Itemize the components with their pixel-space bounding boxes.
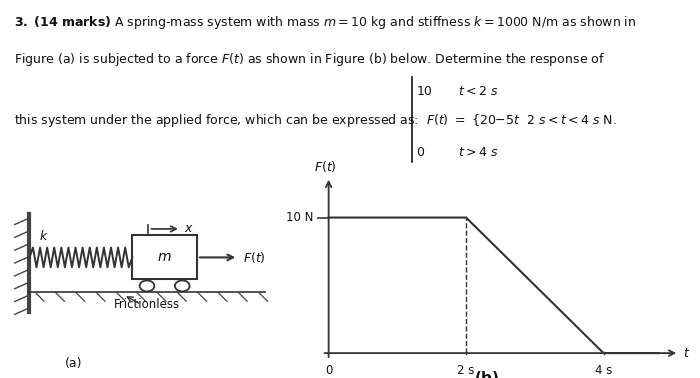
Text: $m$: $m$	[158, 250, 172, 265]
Text: this system under the applied force, which can be expressed as:  $F(t)$ $=$ $\{$: this system under the applied force, whi…	[14, 112, 617, 129]
Text: 10 N: 10 N	[286, 211, 314, 224]
Text: $t$$<$$2\ s$: $t$$<$$2\ s$	[458, 85, 499, 98]
Text: $\bf{3.\ (14\ marks)}$ A spring-mass system with mass $m$$=$$10$ kg and stiffnes: $\bf{3.\ (14\ marks)}$ A spring-mass sys…	[14, 14, 636, 31]
Text: 4 s: 4 s	[595, 364, 612, 377]
Text: $F(t)$: $F(t)$	[314, 159, 337, 174]
Text: 2 s: 2 s	[457, 364, 475, 377]
Text: Frictionless: Frictionless	[114, 298, 180, 311]
Text: $F(t)$: $F(t)$	[243, 250, 265, 265]
Bar	[132, 235, 197, 279]
Text: Figure (a) is subjected to a force $F(t)$ as shown in Figure (b) below. Determin: Figure (a) is subjected to a force $F(t)…	[14, 51, 605, 68]
Text: $\bf{(b)}$: $\bf{(b)}$	[474, 369, 499, 378]
Text: (a): (a)	[64, 357, 83, 370]
Text: 0: 0	[416, 146, 424, 159]
Text: 10: 10	[416, 85, 433, 98]
Text: $t$$>$$4\ s$: $t$$>$$4\ s$	[458, 146, 499, 159]
Text: $k$: $k$	[39, 229, 49, 243]
Text: $x$: $x$	[183, 222, 194, 235]
Text: $t$: $t$	[682, 347, 690, 359]
Text: 0: 0	[325, 364, 332, 377]
